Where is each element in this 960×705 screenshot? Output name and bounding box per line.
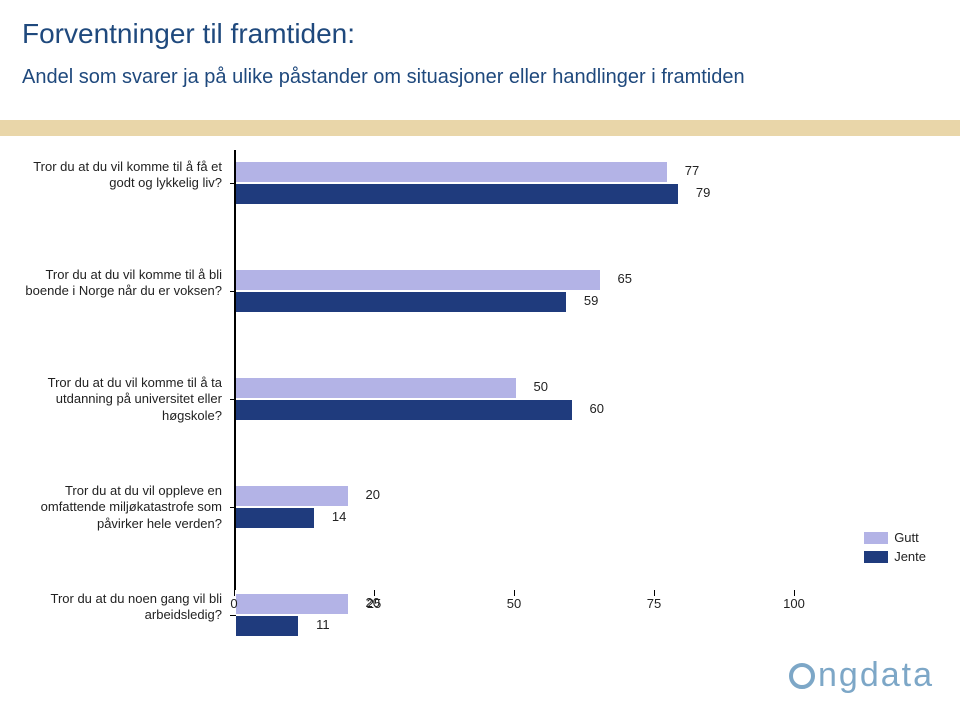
category-label: Tror du at du vil komme til å få et godt…: [22, 159, 222, 192]
bar: 60: [236, 400, 572, 420]
bar-value: 77: [685, 163, 699, 178]
legend-label: Gutt: [894, 530, 919, 545]
bar-value: 50: [534, 379, 548, 394]
legend-label: Jente: [894, 549, 926, 564]
x-tick-label: 0: [230, 596, 237, 611]
bar: 20: [236, 486, 348, 506]
legend-swatch: [864, 551, 888, 563]
category-label: Tror du at du vil oppleve en omfattende …: [22, 483, 222, 532]
bar: 14: [236, 508, 314, 528]
page-subtitle: Andel som svarer ja på ulike påstander o…: [0, 50, 960, 89]
bar-value: 14: [332, 509, 346, 524]
logo-ring-icon: [789, 663, 815, 689]
x-tick-label: 75: [647, 596, 661, 611]
bar-value: 60: [590, 401, 604, 416]
legend: Gutt Jente: [864, 526, 926, 568]
category-label: Tror du at du vil komme til å ta utdanni…: [22, 375, 222, 424]
x-tick-label: 25: [367, 596, 381, 611]
bar: 79: [236, 184, 678, 204]
x-tick-label: 50: [507, 596, 521, 611]
bar-value: 79: [696, 185, 710, 200]
plot-area: 77796559506020142011: [234, 150, 794, 590]
legend-item: Gutt: [864, 530, 926, 545]
bar: 77: [236, 162, 667, 182]
category-label: Tror du at du vil komme til å bli boende…: [22, 267, 222, 300]
bar-value: 65: [618, 271, 632, 286]
bar-value: 59: [584, 293, 598, 308]
accent-strip: [0, 120, 960, 136]
bar: 20: [236, 594, 348, 614]
bar: 59: [236, 292, 566, 312]
bar: 50: [236, 378, 516, 398]
bar-value: 11: [316, 617, 330, 632]
legend-swatch: [864, 532, 888, 544]
bar-value: 20: [366, 487, 380, 502]
bar: 11: [236, 616, 298, 636]
category-label: Tror du at du noen gang vil bli arbeidsl…: [22, 591, 222, 624]
bar: 65: [236, 270, 600, 290]
ungdata-logo: ngdata: [789, 656, 934, 695]
x-tick-label: 100: [783, 596, 805, 611]
legend-item: Jente: [864, 549, 926, 564]
page-title: Forventninger til framtiden:: [0, 0, 960, 50]
logo-text: ngdata: [818, 656, 934, 694]
bar-chart: 77796559506020142011 Tror du at du vil k…: [22, 150, 928, 620]
